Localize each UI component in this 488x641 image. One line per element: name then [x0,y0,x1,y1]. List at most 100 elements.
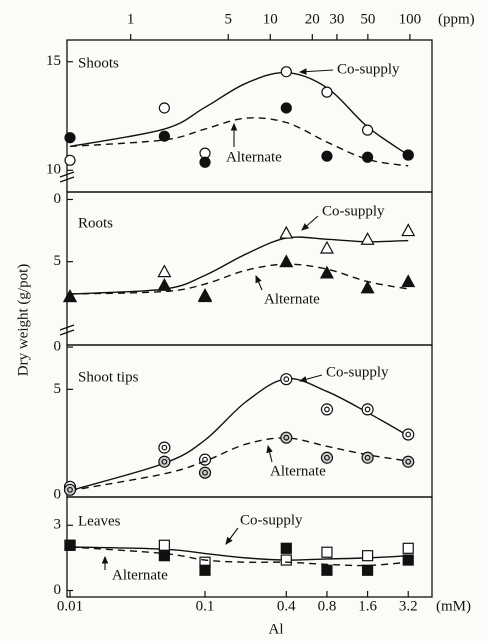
marker-shape [360,232,375,245]
marker-shape [361,564,374,576]
marker-shape [361,151,374,163]
marker-shape [202,469,208,476]
data-point [361,564,374,576]
marker-shape [321,546,333,558]
data-point [158,441,171,454]
marker-shape [402,542,414,554]
data-point [361,550,374,562]
panel-title: Shoots [78,55,119,71]
data-point [402,554,414,566]
series-label: Co-supply [240,512,303,528]
data-point [321,150,333,162]
marker-shape [198,289,213,303]
marker-shape [280,66,292,78]
marker-shape [67,486,73,493]
data-point [321,564,333,576]
marker-shape [360,280,375,294]
data-point [361,124,374,136]
marker-shape [283,376,290,383]
marker-shape [158,102,170,114]
marker-shape [321,86,333,98]
x-tick-label: 0.1 [196,598,215,614]
marker-shape [198,453,212,466]
marker-shape [402,428,415,441]
y-tick-label: 0 [54,339,62,355]
marker-shape [63,483,77,496]
data-point [64,154,76,166]
data-point [320,451,334,464]
data-point [158,550,170,562]
data-point [319,265,334,279]
data-point [361,403,374,416]
x2-tick-label: 20 [305,11,320,27]
data-point [199,564,211,576]
marker-shape [324,454,330,461]
marker-shape [279,225,294,239]
x2-tick-label: 30 [329,11,344,27]
data-point [402,428,415,441]
marker-shape [361,451,374,464]
y-tick-label: 0 [54,191,62,207]
annotation-arrow [266,444,273,463]
data-point [401,223,416,237]
data-point [280,373,293,386]
data-point [158,455,171,468]
marker-shape [361,124,374,136]
data-point [402,542,414,554]
series-label: Co-supply [322,203,385,219]
annotation-arrow [225,527,239,545]
marker-shape [161,458,168,465]
marker-shape [364,406,371,413]
data-point [360,232,375,245]
data-point [63,483,77,496]
x2-tick-label: 100 [399,11,422,27]
data-point [199,156,211,168]
marker-shape [405,458,412,465]
marker-shape [401,274,416,288]
marker-shape [157,278,172,291]
marker-shape [199,156,211,168]
panel-title: Leaves [78,513,121,529]
data-point [157,264,172,278]
marker-shape [161,444,168,451]
x-unit: (mM) [436,598,471,614]
marker-shape [321,564,333,576]
fit-curve [69,236,409,295]
data-point [280,554,292,566]
marker-shape [402,554,414,566]
annotation-arrow [255,274,263,291]
marker-shape [361,550,374,562]
x2-tick-label: 1 [127,11,135,27]
x2-tick-label: 10 [263,11,278,27]
series-label: Alternate [112,567,168,583]
data-point [361,151,374,163]
fit-curve [69,263,409,295]
marker-shape [158,550,170,562]
marker-shape [280,542,292,554]
series-label: Alternate [226,149,282,165]
marker-shape [279,254,294,268]
data-point [280,102,292,114]
data-point [158,539,170,551]
data-point [199,147,211,159]
marker-shape [402,455,415,468]
fit-curve [69,377,409,492]
annotation-arrow [301,215,319,231]
data-point [321,546,333,558]
data-point [62,289,78,303]
series-label: Co-supply [337,61,400,77]
x-tick-label: 0.8 [318,598,337,614]
panel-title: Shoot tips [78,369,139,385]
data-point [279,254,294,268]
data-point [198,289,213,303]
marker-shape [320,451,334,464]
marker-shape [405,431,412,438]
data-point [402,149,414,161]
data-point [280,66,292,78]
marker-shape [280,373,293,386]
marker-shape [320,403,334,416]
annotation-arrow [298,68,334,75]
y-tick-label: 15 [46,53,61,69]
x2-unit: (ppm) [438,11,475,27]
